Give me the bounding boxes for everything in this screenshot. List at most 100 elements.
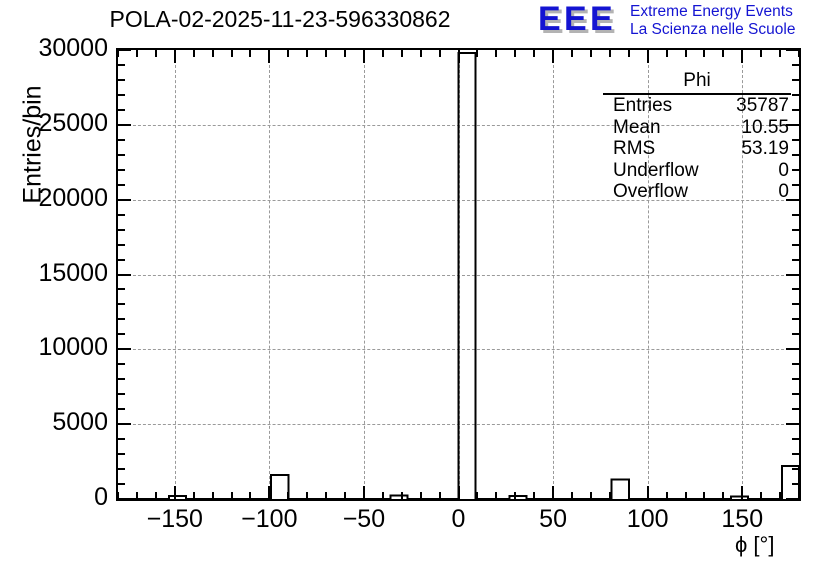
y-axis-tick-minor [118,333,125,336]
histogram-outline [118,51,799,499]
plot-frame [116,48,801,501]
y-axis-tick-major [786,348,799,351]
y-axis-tick-major [118,273,131,276]
y-axis-tick-minor [118,258,125,261]
y-axis-tick-minor [118,93,125,96]
y-axis-tick-minor [118,108,125,111]
x-axis-tick-minor [571,50,573,57]
x-axis-tick-major [741,486,744,499]
x-axis-tick-minor [571,492,573,499]
x-axis-tick-minor [400,50,403,57]
y-tick-label: 0 [94,483,108,511]
y-axis-tick-minor [118,213,125,216]
y-axis-tick-major [118,198,131,201]
y-axis-tick-major [118,348,131,351]
y-axis-tick-minor [118,468,125,471]
y-axis-tick-minor [792,183,799,186]
y-axis-tick-minor [792,213,799,216]
y-tick-label: 20000 [38,183,108,212]
x-axis-tick-minor [608,492,611,499]
x-axis-tick-minor [381,492,384,499]
x-axis-title: ϕ [°] [735,532,775,557]
x-axis-tick-major [741,50,744,63]
x-axis-tick-minor [287,50,290,57]
eee-logo-text: Extreme Energy Events La Scienza nelle S… [630,3,795,38]
x-axis-tick-minor [154,492,157,499]
gridline-vertical [174,50,176,499]
stats-row-key: Underflow [613,159,699,181]
y-axis-tick-minor [118,408,125,411]
x-axis-tick-minor [514,50,517,57]
x-axis-tick-minor [381,50,384,57]
y-tick-label: 15000 [38,258,108,287]
x-axis-tick-minor [306,50,309,57]
y-axis-tick-minor [792,303,799,306]
x-axis-tick-minor [684,492,687,499]
x-axis-tick-minor [722,492,725,499]
y-axis-tick-minor [118,63,125,66]
page-title: POLA-02-2025-11-23-596330862 [109,6,451,32]
x-axis-tick-minor [722,50,725,57]
y-axis-tick-minor [118,483,125,486]
y-axis-tick-major [118,423,131,426]
x-axis-tick-minor [419,492,422,499]
y-axis-tick-minor [792,168,799,171]
x-axis-tick-minor [476,50,479,57]
y-axis-tick-minor [792,63,799,66]
y-axis-tick-minor [792,438,799,441]
y-axis-tick-minor [792,393,799,396]
x-tick-label: −100 [241,505,298,533]
x-axis-tick-major [173,50,176,63]
x-axis-tick-major [646,50,649,63]
y-axis-tick-minor [118,393,125,396]
x-axis-tick-major [646,486,649,499]
x-axis-tick-minor [211,492,214,499]
y-tick-label: 5000 [52,408,108,437]
y-axis-tick-minor [118,243,125,246]
stats-row: Entries 35787 [603,95,791,117]
eee-letter-1-icon: E E [538,2,564,41]
eee-logo-line2: La Scienza nelle Scuole [630,20,796,38]
x-tick-label: 100 [626,505,669,533]
y-axis-tick-minor [792,138,799,141]
x-axis-tick-minor [495,50,498,57]
y-axis-tick-major [786,498,799,499]
stats-row-value: 10.55 [741,116,789,138]
eee-letter-2-glyph: E [564,0,587,38]
x-axis-tick-minor [230,492,233,499]
stats-row: RMS 53.19 [603,138,791,160]
x-axis-tick-minor [438,492,441,499]
x-axis-tick-major [552,50,555,63]
eee-logo-mark: E E E E E E [538,0,626,41]
x-tick-label: 0 [451,505,466,533]
y-axis-tick-minor [118,303,125,306]
y-axis-tick-minor [792,288,799,291]
eee-letter-2-icon: E E [564,0,590,39]
stats-box: Phi Entries 35787 Mean 10.55 RMS 53.19 Underfl… [603,70,791,203]
y-axis-tick-minor [792,453,799,456]
x-axis-tick-minor [249,492,252,499]
x-axis-tick-minor [135,50,138,57]
x-axis-tick-minor [344,492,346,499]
eee-letter-1-shadow: E [541,3,564,41]
x-axis-tick-minor [760,50,763,57]
y-axis-tick-major [786,198,799,201]
eee-logo: E E E E E E Extreme Energy Events La Sci… [538,2,834,40]
y-axis-tick-minor [792,333,799,336]
histogram-series [118,51,799,499]
x-axis-tick-minor [118,50,119,57]
y-axis-tick-minor [792,93,799,96]
x-axis-tick-minor [779,492,782,499]
y-axis-tick-minor [118,363,125,366]
gridline-vertical [647,50,649,499]
y-tick-label: 10000 [38,333,108,362]
stats-row: Overflow 0 [603,181,791,203]
y-axis-tick-minor [118,228,125,231]
y-axis-tick-minor [118,168,125,171]
x-axis-tick-minor [476,492,479,499]
y-axis-tick-minor [118,288,125,291]
x-axis-tick-minor [665,492,668,499]
x-axis-tick-major [173,486,176,499]
x-axis-tick-minor [438,50,441,57]
eee-logo-line1: Extreme Energy Events [630,3,793,20]
